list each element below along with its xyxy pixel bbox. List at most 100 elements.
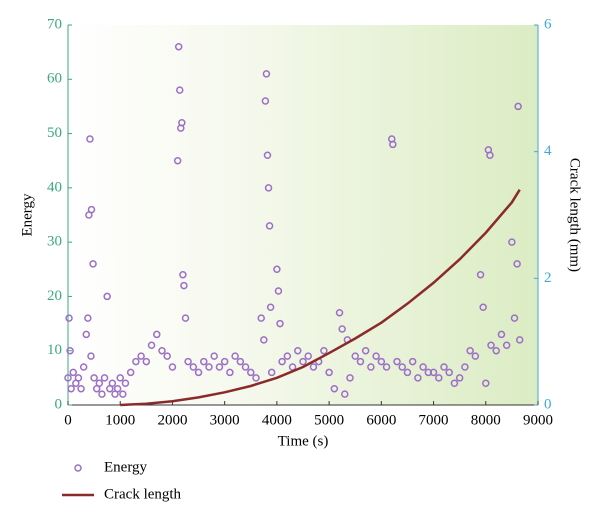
energy-point	[377, 357, 386, 366]
energy-point	[64, 374, 72, 382]
y-tick-label: 20	[47, 288, 62, 304]
energy-point	[90, 374, 98, 382]
energy-point	[445, 368, 453, 377]
x-tick-label: 0	[64, 412, 72, 428]
energy-point	[215, 363, 224, 371]
energy-point	[65, 314, 73, 322]
crack-line	[120, 189, 521, 407]
legend-marker	[74, 464, 82, 472]
energy-point	[330, 384, 339, 393]
energy-point	[194, 368, 203, 377]
energy-point	[180, 281, 188, 290]
x-tick-label: 5000	[314, 412, 344, 428]
energy-point	[69, 368, 77, 377]
energy-point	[247, 368, 255, 377]
energy-point	[479, 303, 487, 312]
energy-point	[274, 287, 283, 295]
energy-point	[487, 341, 495, 350]
energy-point	[283, 352, 292, 360]
energy-point	[341, 390, 349, 398]
energy-point	[181, 314, 190, 322]
energy-point	[200, 357, 208, 366]
y-tick-label: 60	[47, 71, 62, 87]
energy-point	[508, 238, 516, 246]
energy-point	[435, 374, 443, 382]
energy-point	[98, 390, 106, 398]
energy-point	[408, 357, 417, 366]
energy-point	[497, 330, 506, 339]
energy-point	[335, 308, 344, 317]
energy-point	[429, 368, 438, 377]
x-tick-label: 3000	[210, 412, 240, 428]
energy-point	[236, 357, 245, 366]
energy-point	[189, 363, 198, 371]
y-tick-label: 70	[47, 16, 62, 32]
energy-point	[116, 374, 124, 382]
energy-point	[266, 303, 275, 312]
energy-point	[87, 205, 96, 214]
energy-point	[119, 390, 127, 398]
energy-point	[265, 222, 274, 230]
energy-point	[367, 363, 375, 371]
energy-point	[241, 363, 250, 371]
energy-point	[372, 352, 380, 360]
energy-point	[103, 292, 111, 301]
energy-point	[257, 314, 265, 322]
energy-point	[414, 374, 422, 382]
legend-label: Energy	[104, 459, 148, 475]
energy-point	[163, 352, 171, 360]
energy-point	[260, 336, 268, 344]
energy-point	[226, 368, 234, 377]
energy-point	[466, 346, 474, 355]
energy-point	[461, 363, 469, 371]
energy-point	[356, 357, 365, 366]
x-tick-label: 9000	[523, 412, 553, 428]
energy-point	[338, 325, 346, 333]
energy-point	[89, 260, 97, 268]
energy-point	[261, 97, 270, 105]
energy-point	[168, 363, 177, 371]
energy-point	[389, 140, 397, 149]
x-tick-label: 8000	[471, 412, 501, 428]
energy-point	[173, 156, 182, 165]
energy-point	[419, 363, 427, 371]
energy-point	[84, 314, 92, 322]
y-axis-title: Energy	[19, 193, 35, 237]
energy-point	[178, 118, 186, 127]
energy-point	[205, 363, 213, 371]
energy-point	[66, 346, 74, 355]
energy-point	[482, 379, 490, 388]
y-tick-label: 50	[47, 125, 62, 141]
energy-point	[398, 363, 406, 371]
energy-point	[471, 352, 480, 360]
x-tick-label: 2000	[157, 412, 187, 428]
x-tick-label: 6000	[366, 412, 396, 428]
energy-point	[309, 363, 318, 371]
energy-point	[502, 341, 511, 350]
energy-point	[515, 336, 524, 344]
energy-point	[262, 70, 271, 78]
y2-tick-label: 4	[544, 143, 552, 159]
y2-axis-title: Crack length (mm)	[567, 158, 583, 272]
energy-point	[147, 341, 156, 350]
energy-point	[153, 330, 161, 339]
energy-point	[86, 135, 94, 143]
energy-point	[113, 384, 122, 393]
energy-point	[179, 270, 187, 279]
y2-tick-label: 0	[544, 396, 552, 412]
energy-point	[304, 352, 312, 360]
energy-point	[142, 357, 151, 366]
energy-point	[79, 363, 88, 371]
energy-point	[382, 363, 391, 371]
energy-point	[393, 357, 401, 366]
energy-point	[273, 265, 281, 274]
energy-point	[67, 384, 75, 393]
x-tick-label: 4000	[262, 412, 292, 428]
energy-point	[263, 151, 272, 160]
energy-point	[184, 357, 192, 366]
energy-point	[176, 86, 184, 94]
energy-point	[137, 352, 145, 360]
y-tick-label: 30	[47, 234, 62, 250]
energy-point	[231, 352, 239, 360]
